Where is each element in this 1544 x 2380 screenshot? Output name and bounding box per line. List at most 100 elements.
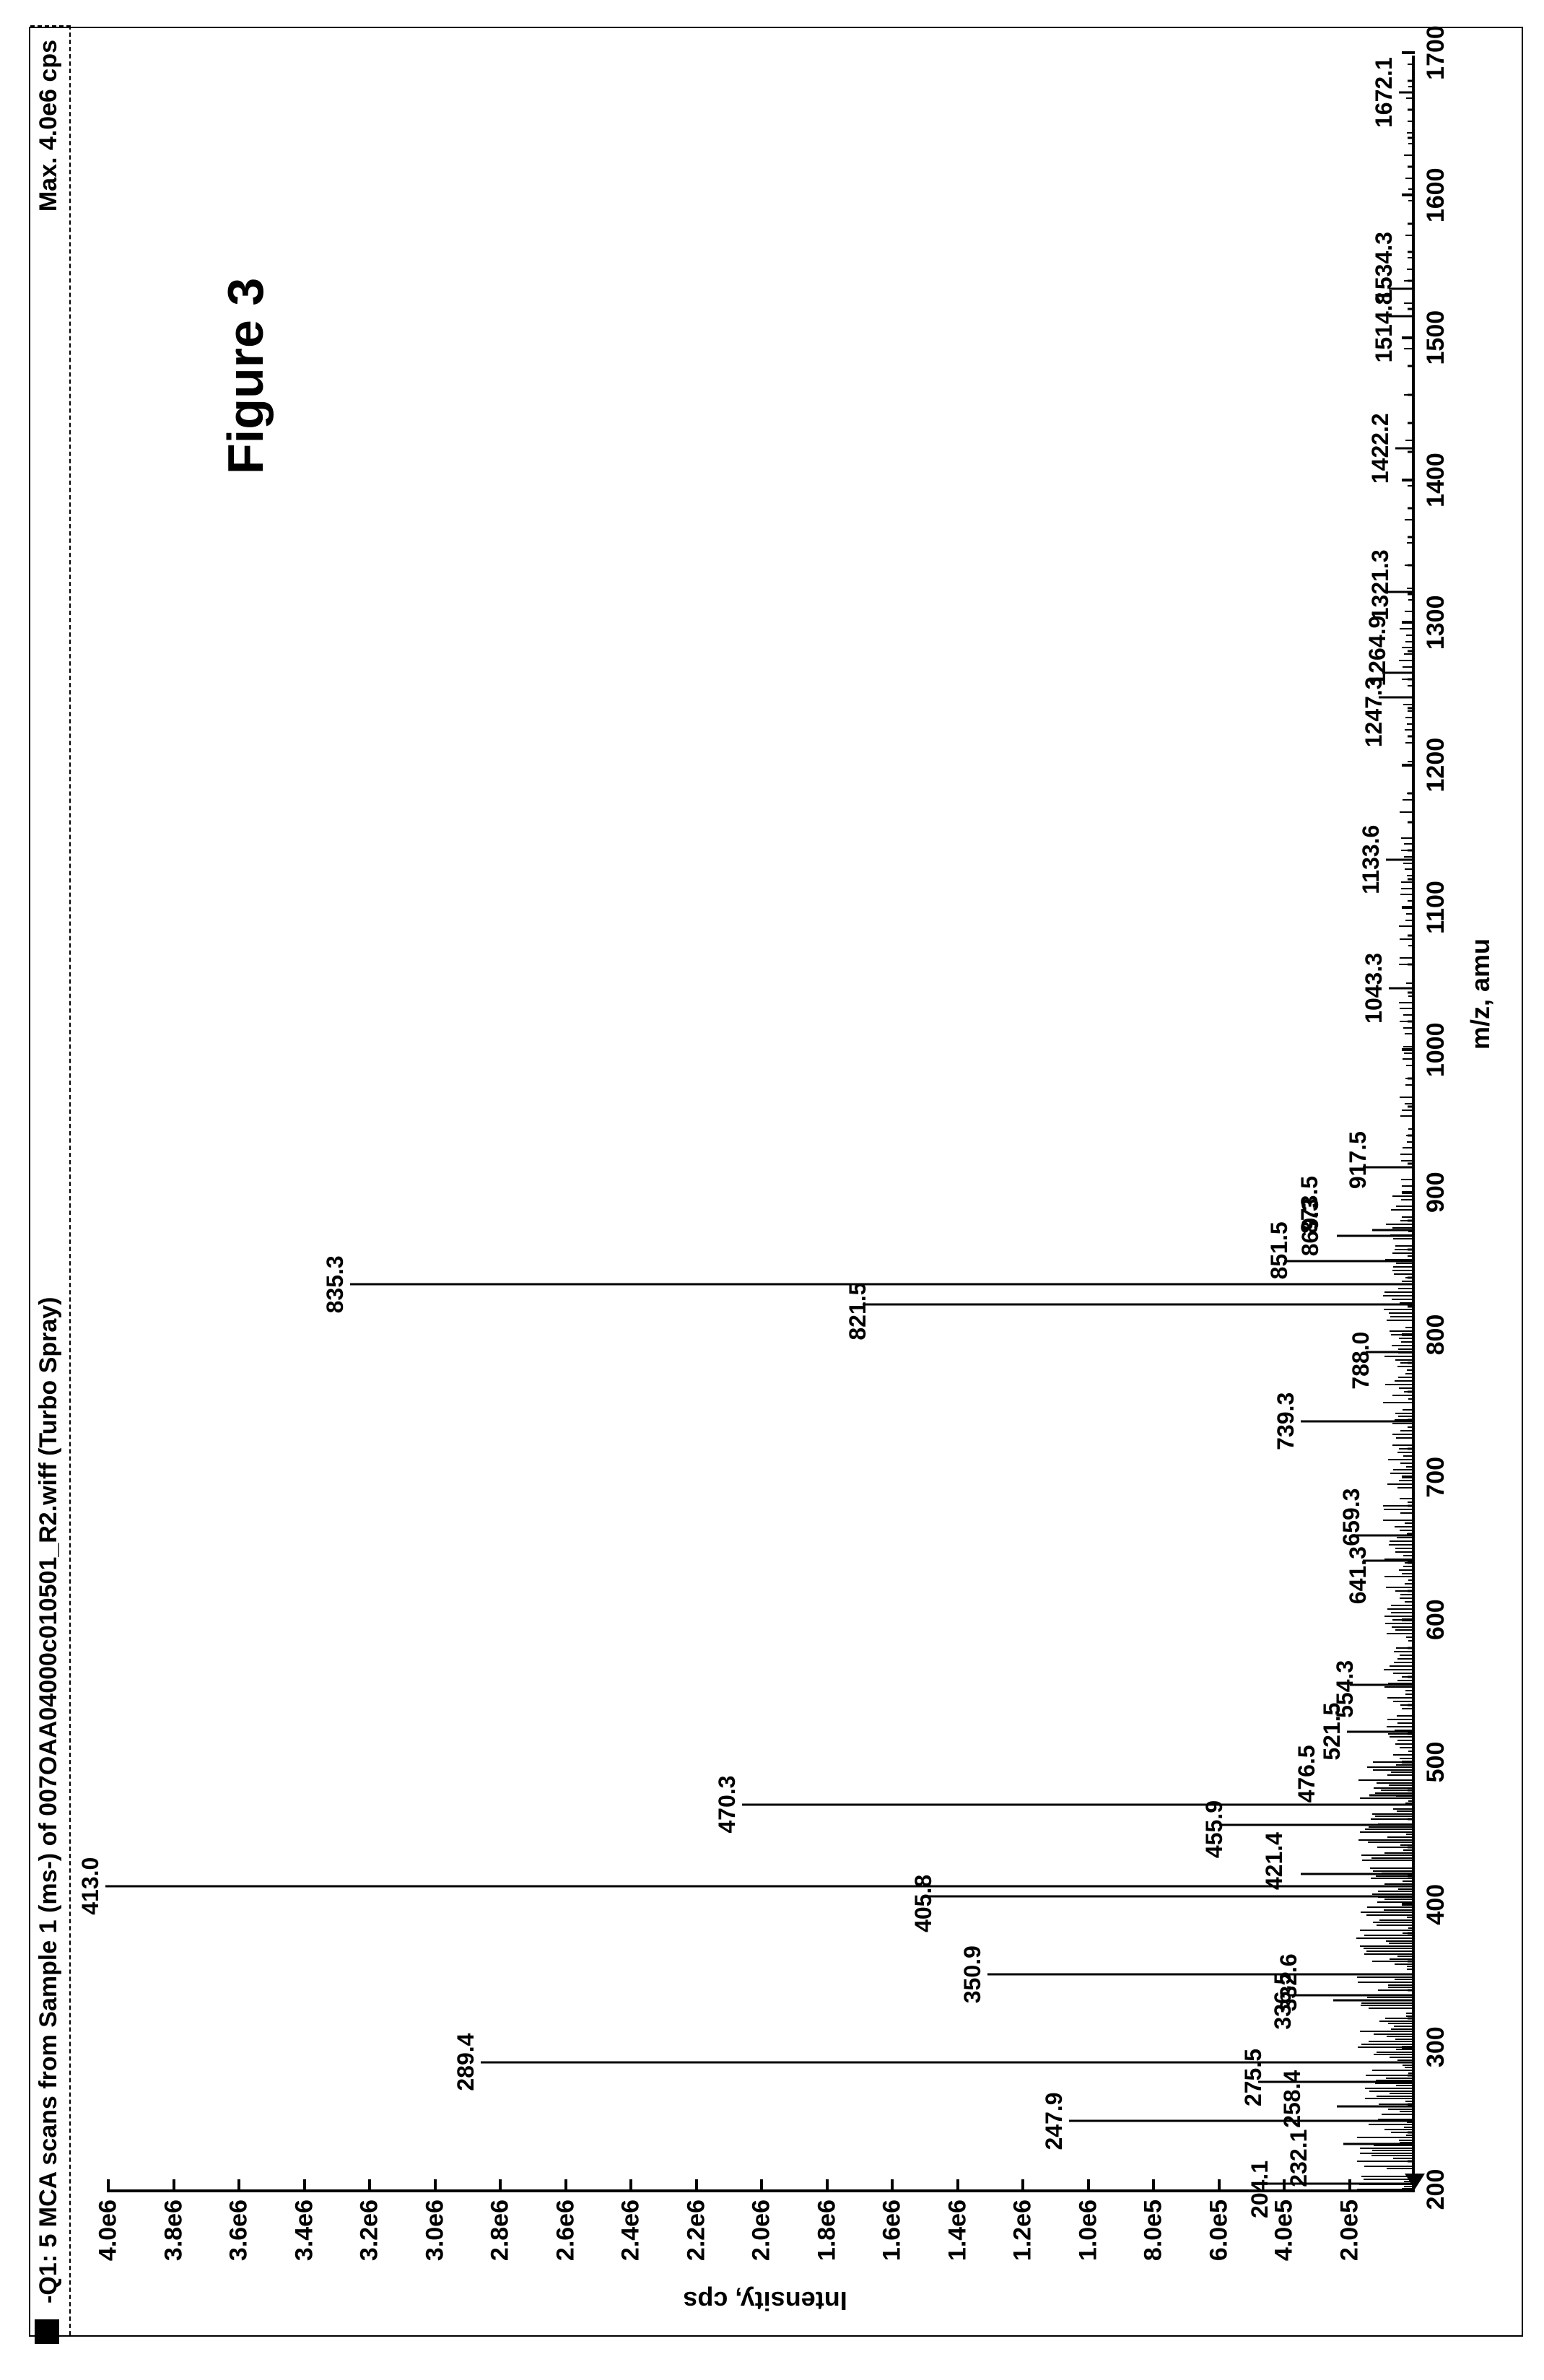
- peak-label: 289.4: [453, 2034, 481, 2091]
- noise-stick: [1392, 1195, 1412, 1197]
- noise-stick: [1403, 1027, 1412, 1029]
- noise-stick: [1384, 1356, 1412, 1357]
- noise-stick: [1403, 1849, 1412, 1851]
- noise-stick: [1377, 1847, 1412, 1848]
- peak: [1386, 858, 1412, 860]
- peak-label: 788.0: [1348, 1332, 1376, 1390]
- noise-stick: [1405, 1601, 1412, 1603]
- noise-stick: [1400, 1747, 1412, 1748]
- noise-stick: [1399, 1338, 1412, 1339]
- peak-label: 275.5: [1240, 2049, 1268, 2106]
- noise-stick: [1376, 1875, 1412, 1877]
- noise-stick: [1404, 2186, 1412, 2187]
- noise-stick: [1397, 1487, 1412, 1488]
- noise-stick: [1397, 1680, 1412, 1681]
- noise-stick: [1408, 86, 1412, 87]
- noise-stick: [1401, 888, 1412, 889]
- peak-leader: [1366, 1351, 1379, 1353]
- xtick-minor: [1408, 878, 1415, 880]
- noise-stick: [1403, 1046, 1412, 1047]
- noise-stick: [1358, 2046, 1412, 2048]
- noise-stick: [1403, 666, 1412, 668]
- noise-stick: [1408, 1426, 1412, 1428]
- xtick-minor: [1408, 935, 1415, 937]
- peak: [1392, 671, 1412, 674]
- peak: [105, 1885, 1412, 1887]
- noise-stick: [1387, 2168, 1412, 2169]
- noise-stick: [1404, 302, 1412, 304]
- xtick-label: 1400: [1412, 453, 1450, 507]
- noise-stick: [1408, 945, 1412, 946]
- noise-stick: [1390, 1473, 1412, 1474]
- noise-stick: [1375, 1815, 1412, 1817]
- noise-stick: [1399, 2140, 1412, 2141]
- noise-stick: [1395, 1245, 1412, 1247]
- noise-stick: [1392, 1444, 1412, 1446]
- noise-stick: [1393, 2158, 1412, 2159]
- peak: [1069, 2120, 1412, 2122]
- noise-stick: [1408, 1255, 1412, 1257]
- noise-stick: [1405, 565, 1412, 566]
- peak: [938, 1895, 1412, 1897]
- peak-leader: [863, 1303, 876, 1305]
- noise-stick: [1407, 1369, 1412, 1371]
- peak: [1294, 1260, 1412, 1263]
- noise-stick: [1401, 881, 1412, 883]
- ytick-label: 4.0e6: [95, 2189, 123, 2261]
- noise-stick: [1391, 1209, 1412, 1211]
- noise-stick: [1403, 1880, 1412, 1882]
- noise-stick: [1395, 1359, 1412, 1361]
- peak-leader: [1356, 1534, 1369, 1536]
- noise-stick: [1405, 1078, 1412, 1079]
- noise-stick: [1402, 1110, 1412, 1111]
- noise-stick: [1384, 1686, 1412, 1688]
- peak: [1373, 1167, 1412, 1169]
- noise-stick: [1396, 1647, 1412, 1649]
- noise-stick: [1401, 1179, 1412, 1180]
- noise-stick: [1400, 1530, 1412, 1531]
- noise-stick: [1406, 2015, 1412, 2017]
- noise-stick: [1360, 2153, 1412, 2154]
- peak-label: 1264.9: [1364, 616, 1392, 686]
- noise-stick: [1400, 1597, 1413, 1599]
- noise-stick: [1358, 1982, 1412, 1983]
- peak-leader: [1288, 1994, 1301, 1996]
- noise-stick: [1402, 1185, 1412, 1187]
- noise-stick: [1399, 1480, 1412, 1481]
- peak-label: 1133.6: [1358, 825, 1386, 894]
- xtick-minor: [1408, 365, 1415, 367]
- noise-stick: [1397, 1810, 1412, 1812]
- peak-label: 336.5: [1270, 1972, 1298, 2030]
- noise-stick: [1400, 811, 1412, 813]
- noise-stick: [1405, 1033, 1412, 1034]
- peak: [1311, 1873, 1412, 1875]
- ytick-label: 1.4e6: [943, 2189, 972, 2261]
- noise-stick: [1386, 2078, 1412, 2079]
- noise-stick: [1387, 1608, 1412, 1610]
- noise-stick: [1371, 1857, 1412, 1859]
- ytick-label: 1.6e6: [878, 2189, 907, 2261]
- noise-stick: [1393, 1808, 1412, 1810]
- noise-stick: [1373, 1870, 1412, 1872]
- peak: [1229, 1824, 1412, 1826]
- xtick-label: 1600: [1412, 168, 1450, 223]
- peak-label: 204.1: [1247, 2161, 1275, 2218]
- figure-number-label: Figure 3: [217, 278, 274, 474]
- noise-stick: [1360, 1797, 1412, 1799]
- noise-stick: [1405, 717, 1412, 718]
- noise-stick: [1400, 1594, 1412, 1595]
- noise-stick: [1394, 1662, 1412, 1663]
- peak-label: 1672.1: [1371, 57, 1399, 128]
- noise-stick: [1403, 1147, 1412, 1148]
- noise-stick: [1387, 2036, 1412, 2037]
- ytick-label: 2.0e6: [748, 2189, 776, 2261]
- noise-stick: [1404, 394, 1412, 396]
- ytick-label: 2.2e6: [682, 2189, 710, 2261]
- noise-stick: [1392, 1626, 1412, 1628]
- peak-leader: [1389, 287, 1402, 289]
- peak-label: 455.9: [1201, 1800, 1229, 1858]
- noise-stick: [1400, 1704, 1412, 1706]
- noise-stick: [1400, 1097, 1412, 1098]
- noise-stick: [1408, 1398, 1412, 1400]
- noise-stick: [1367, 1906, 1412, 1908]
